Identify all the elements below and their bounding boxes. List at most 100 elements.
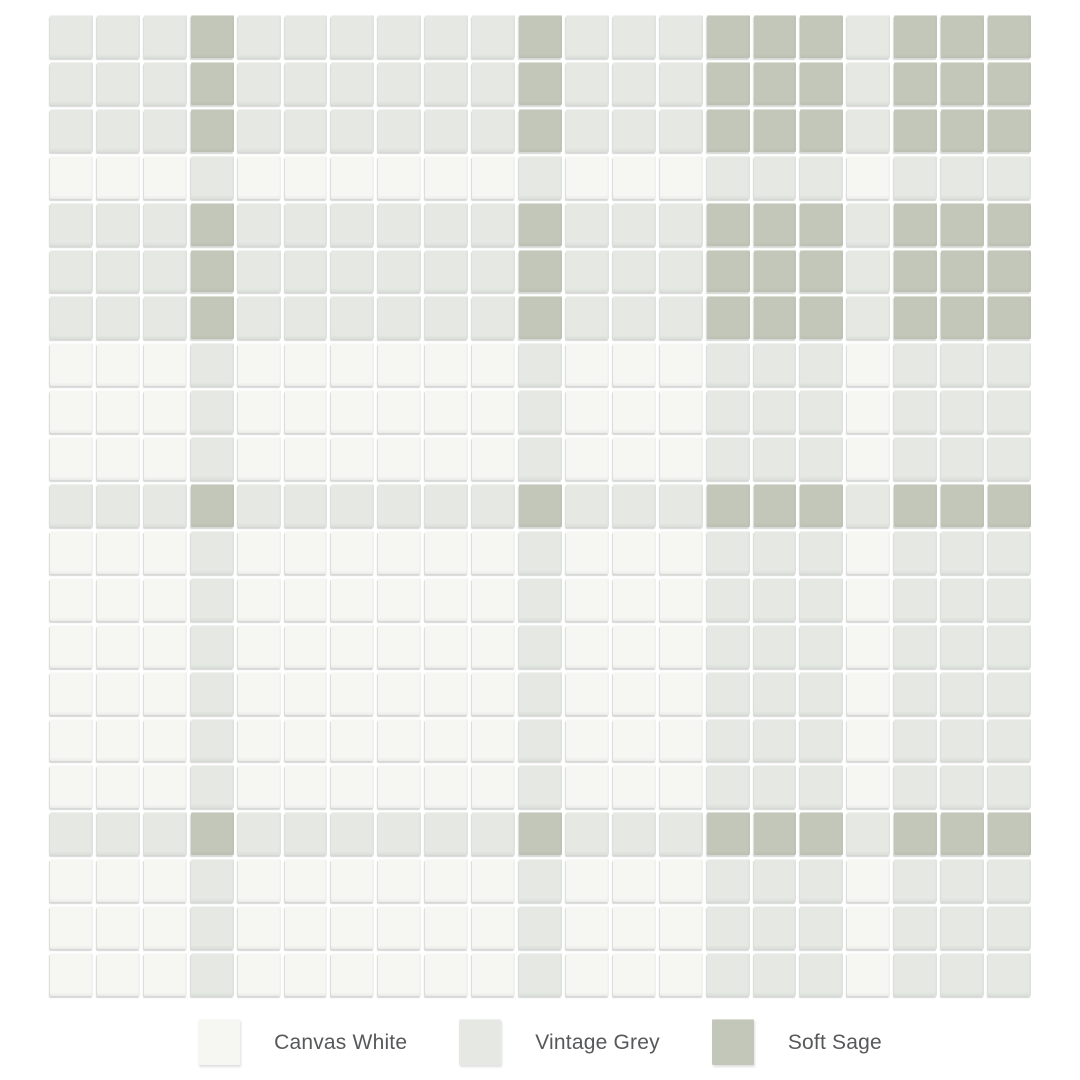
tile bbox=[565, 671, 609, 715]
tile bbox=[378, 671, 422, 715]
tile bbox=[659, 484, 703, 527]
tile bbox=[988, 577, 1031, 621]
tile bbox=[565, 108, 609, 152]
tile bbox=[50, 906, 93, 950]
tile bbox=[50, 953, 93, 996]
tile bbox=[519, 812, 562, 856]
tile bbox=[331, 108, 375, 152]
tile bbox=[800, 202, 844, 246]
tile bbox=[800, 718, 844, 762]
tile bbox=[143, 765, 187, 809]
tile bbox=[847, 906, 891, 950]
tile bbox=[519, 906, 562, 950]
tile bbox=[706, 765, 750, 809]
tile bbox=[331, 15, 375, 58]
tile bbox=[50, 437, 93, 481]
tile bbox=[800, 530, 844, 574]
tile bbox=[425, 953, 469, 996]
tile bbox=[190, 296, 234, 340]
tile bbox=[519, 249, 562, 293]
tile bbox=[425, 15, 469, 58]
tile bbox=[378, 390, 422, 434]
tile bbox=[706, 577, 750, 621]
tile bbox=[378, 296, 422, 340]
tile bbox=[659, 718, 703, 762]
tile bbox=[50, 61, 93, 105]
tile bbox=[753, 953, 797, 996]
tile bbox=[988, 859, 1031, 903]
legend-item-soft-sage: Soft Sage bbox=[711, 1019, 882, 1065]
tile bbox=[706, 859, 750, 903]
tile bbox=[284, 343, 328, 387]
tile bbox=[847, 577, 891, 621]
tile bbox=[612, 718, 656, 762]
tile bbox=[425, 812, 469, 856]
tile bbox=[894, 953, 938, 996]
tile bbox=[284, 202, 328, 246]
tile bbox=[894, 108, 938, 152]
tile bbox=[941, 718, 985, 762]
tile bbox=[565, 249, 609, 293]
tile bbox=[472, 343, 516, 387]
tile bbox=[378, 953, 422, 996]
tile bbox=[519, 671, 562, 715]
tile bbox=[331, 390, 375, 434]
tile bbox=[847, 812, 891, 856]
tile bbox=[988, 718, 1031, 762]
tile bbox=[96, 671, 140, 715]
tile bbox=[519, 718, 562, 762]
tile bbox=[800, 906, 844, 950]
tile bbox=[565, 530, 609, 574]
tile bbox=[565, 577, 609, 621]
tile bbox=[378, 765, 422, 809]
tile bbox=[284, 484, 328, 527]
tile bbox=[378, 202, 422, 246]
tile bbox=[143, 202, 187, 246]
tile bbox=[847, 859, 891, 903]
tile bbox=[331, 437, 375, 481]
tile bbox=[706, 390, 750, 434]
tile bbox=[331, 61, 375, 105]
tile bbox=[237, 765, 281, 809]
tile bbox=[96, 484, 140, 527]
tile bbox=[472, 671, 516, 715]
tile bbox=[565, 765, 609, 809]
tile bbox=[659, 343, 703, 387]
tile bbox=[190, 15, 234, 58]
tile bbox=[847, 296, 891, 340]
tile bbox=[612, 61, 656, 105]
tile bbox=[50, 765, 93, 809]
tile bbox=[753, 859, 797, 903]
tile bbox=[143, 624, 187, 668]
tile bbox=[190, 530, 234, 574]
tile bbox=[50, 296, 93, 340]
tile bbox=[612, 249, 656, 293]
tile bbox=[190, 343, 234, 387]
tile bbox=[659, 202, 703, 246]
tile bbox=[237, 249, 281, 293]
tile bbox=[612, 671, 656, 715]
tile bbox=[519, 530, 562, 574]
tile bbox=[378, 437, 422, 481]
tile bbox=[425, 718, 469, 762]
tile bbox=[472, 765, 516, 809]
tile bbox=[894, 202, 938, 246]
tile bbox=[331, 812, 375, 856]
tile bbox=[472, 437, 516, 481]
tile bbox=[565, 484, 609, 527]
tile bbox=[612, 296, 656, 340]
tile bbox=[988, 155, 1031, 199]
tile bbox=[425, 249, 469, 293]
tile bbox=[378, 155, 422, 199]
tile bbox=[753, 906, 797, 950]
tile bbox=[941, 859, 985, 903]
tile bbox=[565, 812, 609, 856]
tile bbox=[237, 671, 281, 715]
tile bbox=[753, 765, 797, 809]
tile bbox=[894, 15, 938, 58]
tile bbox=[659, 249, 703, 293]
tile bbox=[425, 859, 469, 903]
tile bbox=[941, 437, 985, 481]
tile bbox=[988, 906, 1031, 950]
tile bbox=[331, 296, 375, 340]
